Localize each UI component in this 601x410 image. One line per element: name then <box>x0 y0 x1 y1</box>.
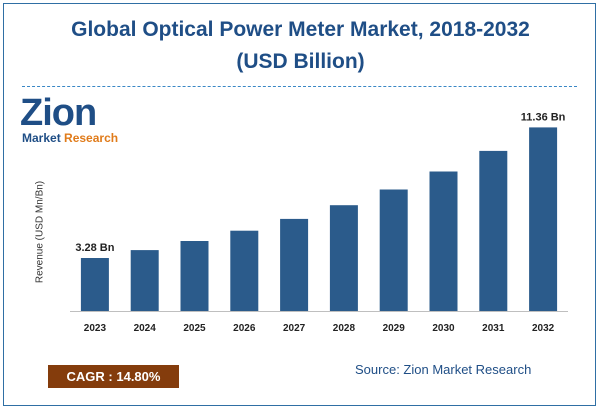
x-tick-2026: 2026 <box>233 323 256 334</box>
bar-2032 <box>529 127 558 312</box>
x-tick-2031: 2031 <box>482 323 505 334</box>
bar-2029 <box>379 189 408 311</box>
bar-2028 <box>329 205 358 311</box>
bar-2027 <box>280 218 309 311</box>
x-tick-2028: 2028 <box>333 323 356 334</box>
x-tick-labels: 2023 2024 2025 2026 2027 2028 2029 2030 2031 2032 <box>84 323 555 334</box>
bar-2024 <box>130 250 159 311</box>
x-tick-2029: 2029 <box>383 323 406 334</box>
x-tick-2032: 2032 <box>532 323 555 334</box>
bars-group <box>80 127 558 312</box>
bar-2030 <box>429 171 458 311</box>
logo-subtitle-market: Market <box>22 131 61 145</box>
logo-subtitle: Market Research <box>22 131 118 145</box>
source-note: Source: Zion Market Research <box>355 362 532 377</box>
x-tick-2023: 2023 <box>84 323 107 334</box>
data-label-2023: 3.28 Bn <box>75 242 114 254</box>
logo-wordmark: Zion <box>20 92 97 134</box>
bar-2031 <box>479 150 508 311</box>
x-tick-2024: 2024 <box>134 323 157 334</box>
data-labels: 3.28 Bn 11.36 Bn <box>75 111 565 254</box>
chart-subtitle: (USD Billion) <box>236 50 365 73</box>
bar-2025 <box>180 241 209 311</box>
data-label-2032: 11.36 Bn <box>521 111 566 123</box>
logo-subtitle-research: Research <box>64 131 119 145</box>
title-divider <box>22 86 577 87</box>
x-tick-2027: 2027 <box>283 323 306 334</box>
x-tick-2025: 2025 <box>183 323 206 334</box>
chart-title: Global Optical Power Meter Market, 2018-… <box>71 18 530 41</box>
bar-2026 <box>230 230 259 311</box>
cagr-badge: CAGR : 14.80% <box>48 365 179 388</box>
zion-logo: Zion Market Research <box>20 93 130 151</box>
x-tick-2030: 2030 <box>432 323 455 334</box>
bar-2023 <box>80 258 109 311</box>
